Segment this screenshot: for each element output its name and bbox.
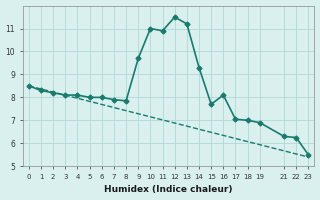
X-axis label: Humidex (Indice chaleur): Humidex (Indice chaleur) (104, 185, 233, 194)
